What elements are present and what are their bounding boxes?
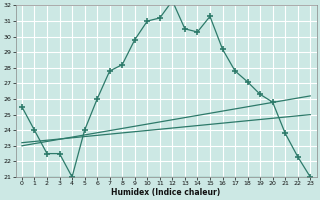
X-axis label: Humidex (Indice chaleur): Humidex (Indice chaleur): [111, 188, 221, 197]
